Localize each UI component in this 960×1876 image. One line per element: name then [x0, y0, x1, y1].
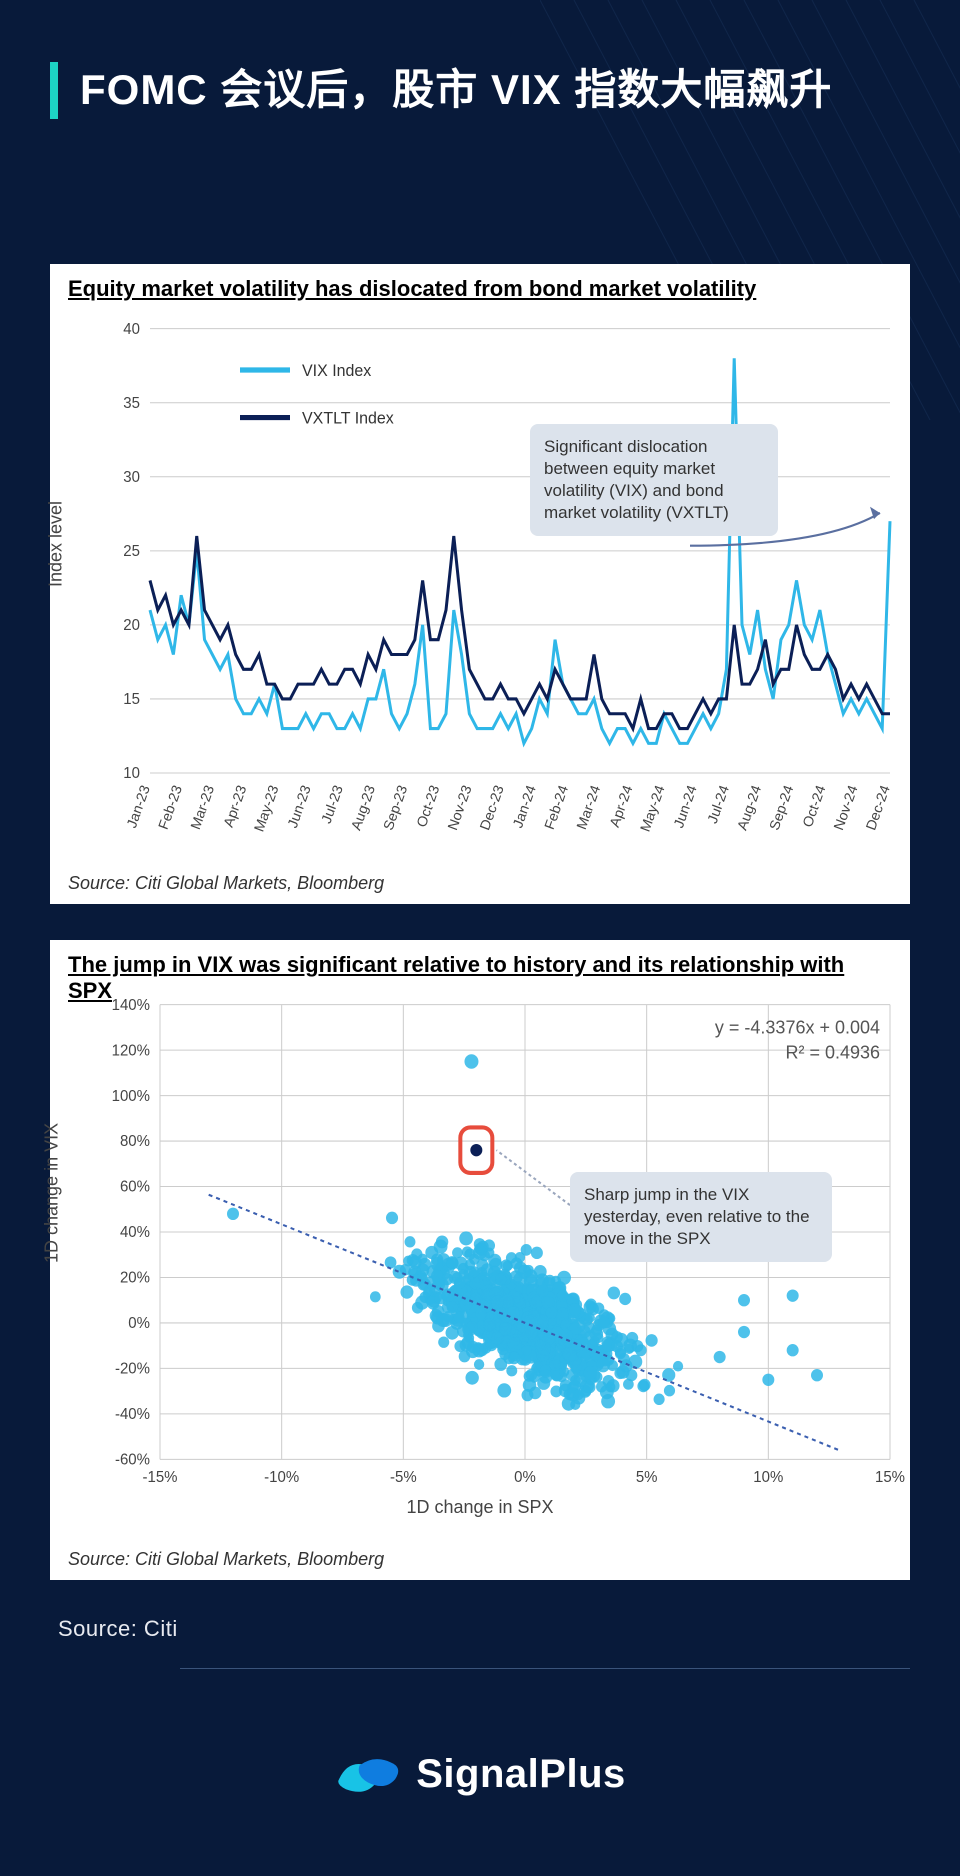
chart1-plot: Index level 10152025303540 Jan-23Feb-23M… [50, 308, 910, 866]
svg-text:Jan-23: Jan-23 [124, 783, 153, 830]
svg-text:80%: 80% [120, 1133, 150, 1150]
chart2-plot: 1D change in VIX -60%-40%-20%0%20%40%60%… [50, 984, 910, 1542]
svg-text:VXTLT Index: VXTLT Index [302, 410, 394, 428]
footer-source: Source: Citi [58, 1616, 178, 1642]
svg-text:-60%: -60% [115, 1451, 150, 1468]
svg-text:VIX Index: VIX Index [302, 362, 371, 380]
svg-text:Dec-24: Dec-24 [863, 783, 893, 832]
svg-text:Sep-23: Sep-23 [381, 783, 411, 832]
svg-text:40: 40 [123, 321, 140, 338]
page-title: FOMC 会议后，股市 VIX 指数大幅飙升 [80, 62, 832, 119]
svg-text:Apr-24: Apr-24 [607, 783, 636, 829]
header-accent [50, 62, 58, 119]
chart2-ylabel: 1D change in VIX [42, 1123, 63, 1263]
svg-text:Jul-24: Jul-24 [705, 783, 733, 826]
svg-text:Jun-23: Jun-23 [285, 783, 314, 830]
svg-text:Mar-23: Mar-23 [188, 783, 218, 832]
svg-text:-40%: -40% [115, 1406, 150, 1423]
brand-row: SignalPlus [0, 1750, 960, 1798]
svg-text:40%: 40% [120, 1224, 150, 1241]
svg-text:Sep-24: Sep-24 [767, 783, 797, 832]
svg-text:0%: 0% [128, 1315, 150, 1332]
brand-name: SignalPlus [416, 1752, 626, 1797]
svg-text:Jan-24: Jan-24 [510, 783, 539, 830]
svg-text:20: 20 [123, 617, 140, 634]
svg-text:100%: 100% [112, 1088, 151, 1105]
svg-text:Jul-23: Jul-23 [319, 783, 347, 826]
svg-text:Apr-23: Apr-23 [221, 783, 250, 829]
svg-text:Aug-24: Aug-24 [735, 783, 765, 832]
svg-text:20%: 20% [120, 1269, 150, 1286]
svg-text:-15%: -15% [142, 1469, 177, 1486]
svg-text:5%: 5% [636, 1469, 658, 1486]
header: FOMC 会议后，股市 VIX 指数大幅飙升 [50, 62, 910, 119]
chart1-svg: 10152025303540 Jan-23Feb-23Mar-23Apr-23M… [50, 308, 910, 866]
svg-text:Oct-24: Oct-24 [800, 783, 829, 829]
svg-text:Nov-24: Nov-24 [831, 783, 861, 832]
chart2-svg: -60% -40% -20% 0% 20% 40% 60% 80% 100% 120% 140% -… [50, 984, 910, 1542]
svg-text:Jun-24: Jun-24 [671, 783, 700, 830]
svg-text:Nov-23: Nov-23 [445, 783, 475, 832]
chart2-regression-r2: R² = 0.4936 [785, 1041, 880, 1062]
svg-text:10: 10 [123, 765, 140, 782]
svg-text:60%: 60% [120, 1178, 150, 1195]
footer-divider [180, 1668, 910, 1669]
chart1-annotation: Significant dislocation between equity m… [530, 424, 778, 536]
svg-text:15: 15 [123, 691, 140, 708]
chart-panel-2: The jump in VIX was significant relative… [50, 940, 910, 1580]
svg-text:May-23: May-23 [252, 783, 283, 834]
svg-text:140%: 140% [112, 997, 151, 1014]
svg-text:-10%: -10% [264, 1469, 299, 1486]
chart1-title: Equity market volatility has dislocated … [50, 264, 910, 306]
svg-text:10%: 10% [753, 1469, 783, 1486]
svg-text:Mar-24: Mar-24 [574, 783, 604, 832]
svg-text:-5%: -5% [390, 1469, 417, 1486]
svg-text:-20%: -20% [115, 1360, 150, 1377]
svg-text:30: 30 [123, 469, 140, 486]
brand-logo-icon [334, 1750, 402, 1798]
chart2-source: Source: Citi Global Markets, Bloomberg [68, 1549, 384, 1570]
chart1-source: Source: Citi Global Markets, Bloomberg [68, 873, 384, 894]
svg-text:Feb-24: Feb-24 [542, 783, 572, 832]
chart2-annotation: Sharp jump in the VIX yesterday, even re… [570, 1172, 832, 1262]
chart2-highlight-point [470, 1144, 482, 1156]
chart1-legend: VIX Index VXTLT Index [240, 362, 394, 428]
svg-text:May-24: May-24 [638, 783, 669, 834]
chart2-xlabel: 1D change in SPX [50, 1497, 910, 1518]
svg-text:15%: 15% [875, 1469, 905, 1486]
svg-text:0%: 0% [514, 1469, 536, 1486]
svg-text:Aug-23: Aug-23 [349, 783, 379, 832]
svg-text:120%: 120% [112, 1042, 151, 1059]
svg-text:35: 35 [123, 395, 140, 412]
chart-panel-1: Equity market volatility has dislocated … [50, 264, 910, 904]
svg-text:25: 25 [123, 543, 140, 560]
svg-text:Feb-23: Feb-23 [156, 783, 186, 832]
chart2-annotation-arrow [496, 1150, 570, 1205]
svg-text:Oct-23: Oct-23 [414, 783, 443, 829]
chart2-regression-eq: y = -4.3376x + 0.004 [715, 1016, 880, 1037]
chart1-ylabel: Index level [46, 501, 67, 587]
svg-text:Dec-23: Dec-23 [477, 783, 507, 832]
